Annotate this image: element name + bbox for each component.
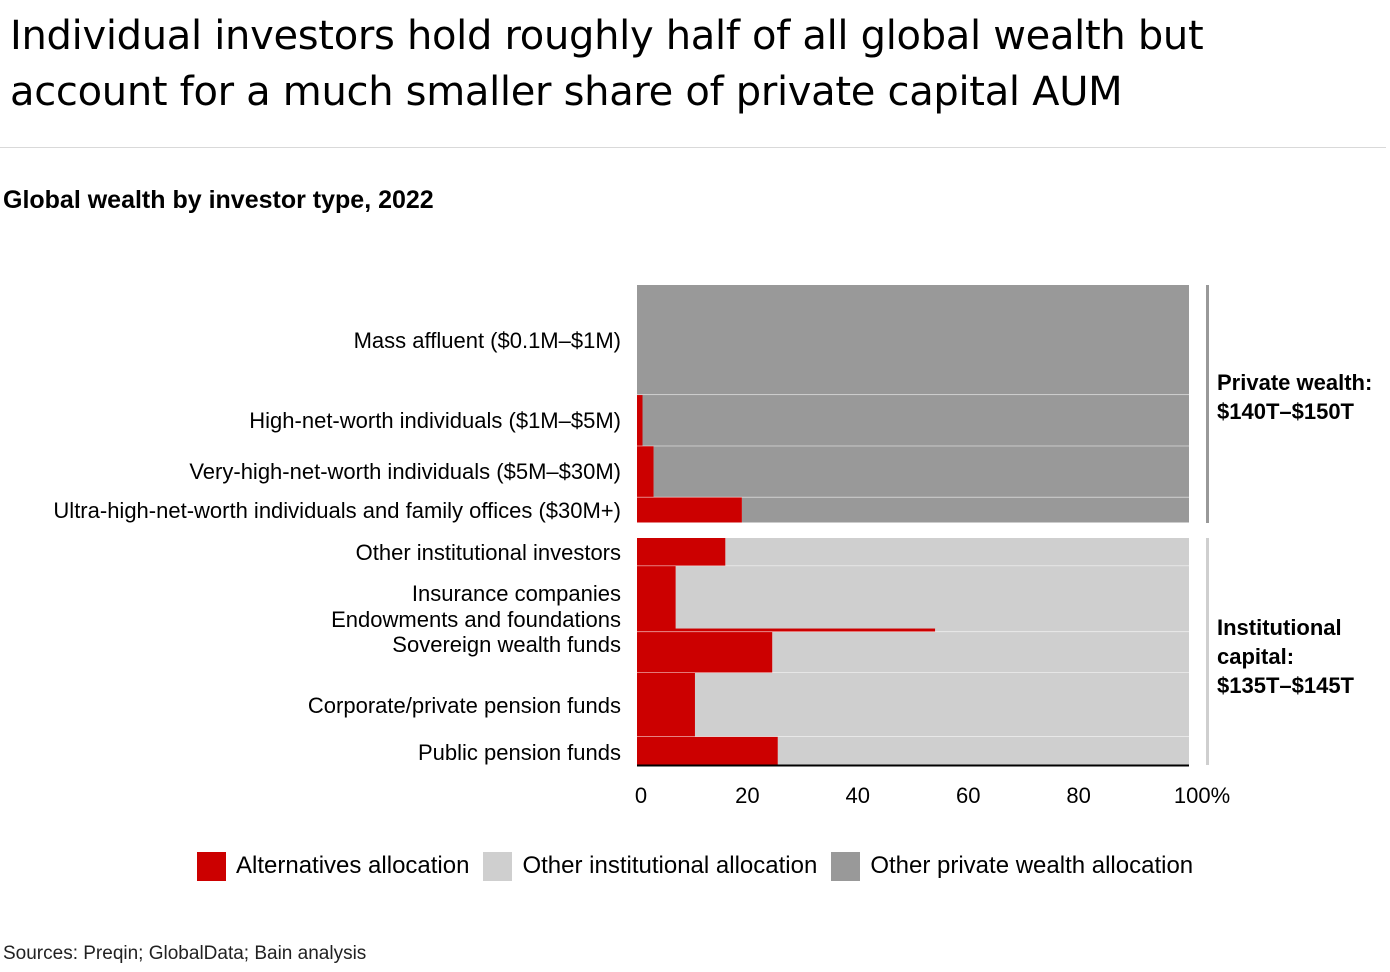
bar-segment-alternatives-other-institutional-investors — [637, 538, 726, 567]
chart-title: Global wealth by investor type, 2022 — [3, 186, 434, 214]
legend-swatch-other-institutional — [483, 851, 513, 881]
x-tick-label-40: 40 — [846, 783, 870, 808]
bracket-label-institutional-line-2: capital: — [1217, 644, 1294, 669]
legend-item-other-institutional: Other institutional allocation — [483, 851, 818, 881]
bracket-label-private-line-1: Private wealth: — [1217, 370, 1372, 395]
legend-label-other-institutional: Other institutional allocation — [522, 852, 818, 879]
headline-line-1: Individual investors hold roughly half o… — [10, 13, 1204, 59]
bracket-label-institutional-line-3: $135T–$145T — [1217, 673, 1355, 698]
bar-segment-alternatives-ultra-high-net-worth-individuals-and-family-offices-30m — [637, 497, 742, 523]
bar-segment-other-private-high-net-worth-individuals-1m-5m — [642, 395, 1189, 447]
category-label-public-pension-funds: Public pension funds — [418, 740, 621, 765]
category-label-ultra-high-net-worth-individuals-and-family-offices-30m: Ultra-high-net-worth individuals and fam… — [53, 498, 621, 523]
category-label-other-institutional-investors: Other institutional investors — [356, 540, 621, 565]
bar-segment-other-institutional-insurance-companies — [675, 566, 1189, 631]
category-label-very-high-net-worth-individuals-5m-30m: Very-high-net-worth individuals ($5M–$30… — [189, 459, 621, 484]
bar-segment-other-private-very-high-net-worth-individuals-5m-30m — [653, 446, 1189, 498]
legend-swatch-other-private — [831, 851, 861, 881]
bar-segment-alternatives-sovereign-wealth-funds — [637, 632, 773, 673]
x-tick-label-60: 60 — [956, 783, 980, 808]
x-tick-label-80: 80 — [1066, 783, 1090, 808]
x-tick-label-20: 20 — [735, 783, 759, 808]
bar-segment-other-private-ultra-high-net-worth-individuals-and-family-offices-30m — [741, 497, 1189, 523]
legend-item-other-private: Other private wealth allocation — [831, 851, 1194, 881]
bar-segment-other-institutional-public-pension-funds — [777, 736, 1189, 765]
x-tick-label-100: 100% — [1174, 783, 1230, 808]
bar-segment-other-private-mass-affluent-0-1m-1m — [637, 285, 1189, 396]
category-label-sovereign-wealth-funds: Sovereign wealth funds — [392, 632, 621, 657]
x-tick-label-0: 0 — [635, 783, 647, 808]
legend-item-alternatives: Alternatives allocation — [197, 851, 470, 881]
bar-segment-alternatives-insurance-companies — [637, 566, 676, 631]
category-label-mass-affluent-0-1m-1m: Mass affluent ($0.1M–$1M) — [354, 328, 621, 353]
category-label-corporate-private-pension-funds: Corporate/private pension funds — [308, 693, 621, 718]
headline-line-2: account for a much smaller share of priv… — [10, 69, 1123, 115]
bar-segment-other-institutional-sovereign-wealth-funds — [772, 632, 1189, 673]
bar-segment-alternatives-high-net-worth-individuals-1m-5m — [637, 395, 643, 447]
header-divider — [0, 147, 1386, 148]
category-label-endowments-and-foundations: Endowments and foundations — [331, 607, 621, 632]
bar-segment-other-institutional-corporate-private-pension-funds — [694, 672, 1189, 737]
legend-label-other-private: Other private wealth allocation — [870, 852, 1194, 879]
category-label-high-net-worth-individuals-1m-5m: High-net-worth individuals ($1M–$5M) — [249, 408, 621, 433]
bar-segment-alternatives-endowments-and-foundations — [637, 628, 936, 632]
bar-segment-alternatives-public-pension-funds — [637, 736, 778, 765]
bar-segment-alternatives-very-high-net-worth-individuals-5m-30m — [637, 446, 654, 498]
bar-segment-other-institutional-endowments-and-foundations — [935, 628, 1189, 632]
marimekko-chart: Mass affluent ($0.1M–$1M) High-net-worth … — [53, 285, 1372, 808]
bar-segment-alternatives-corporate-private-pension-funds — [637, 672, 695, 737]
bracket-label-private-line-2: $140T–$150T — [1217, 399, 1355, 424]
headline: Individual investors hold roughly half o… — [10, 8, 1370, 120]
legend-label-alternatives: Alternatives allocation — [236, 852, 470, 879]
legend-swatch-alternatives — [197, 851, 226, 881]
bracket-label-institutional-line-1: Institutional — [1217, 615, 1342, 640]
bar-segment-other-institutional-other-institutional-investors — [725, 538, 1189, 567]
source-note: Sources: Preqin; GlobalData; Bain analys… — [3, 943, 367, 964]
category-label-insurance-companies: Insurance companies — [412, 581, 621, 606]
chart-legend: Alternatives allocation Other institutio… — [197, 850, 1207, 882]
